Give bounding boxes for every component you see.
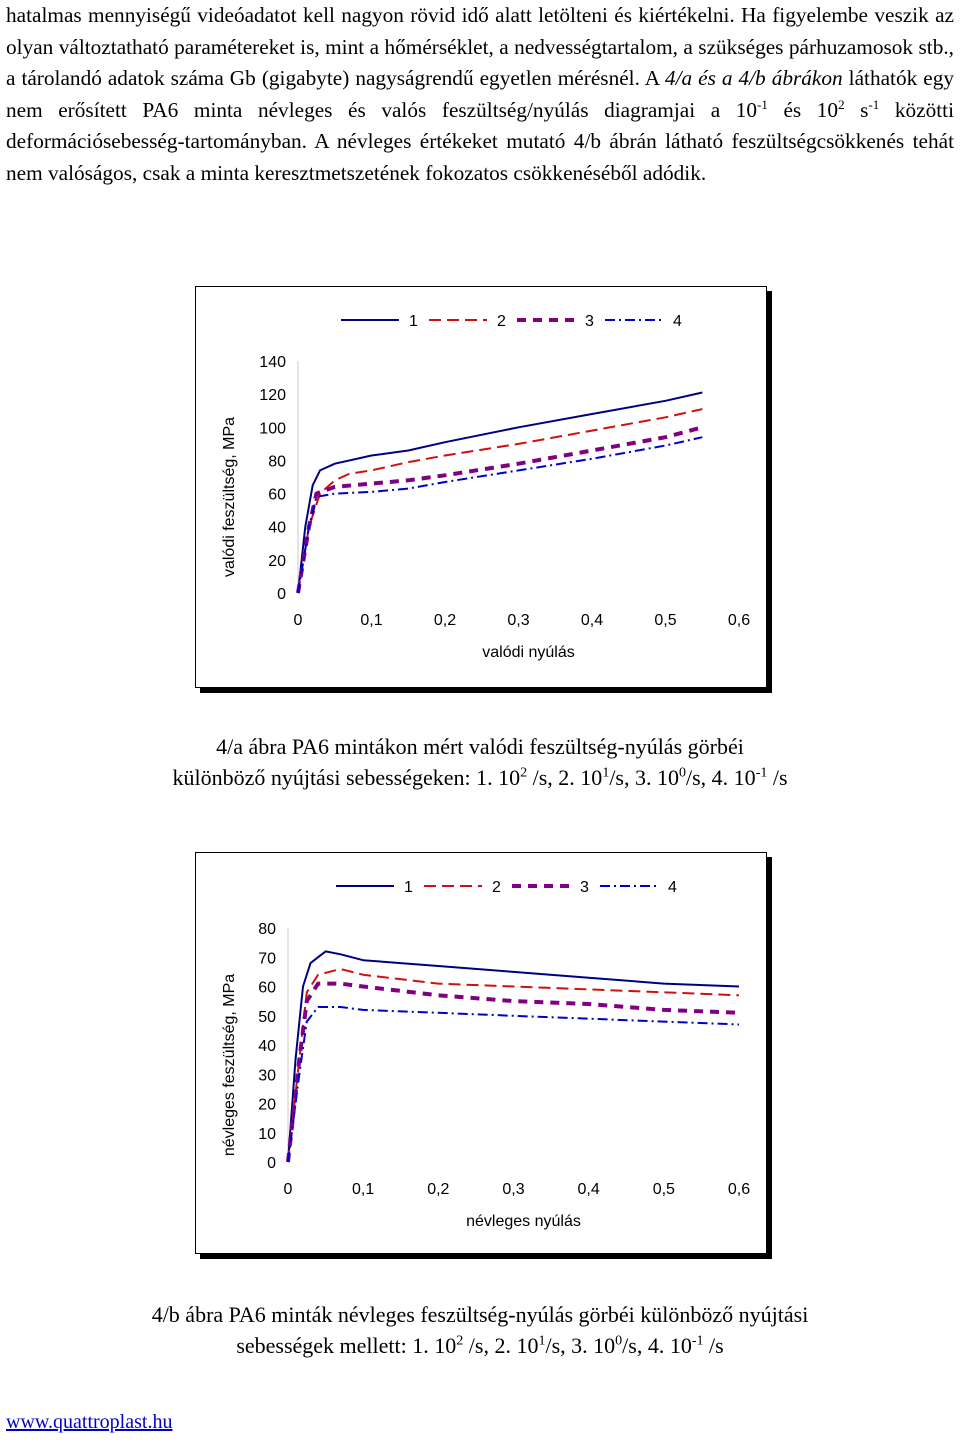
caption-text: /s [703, 1333, 724, 1358]
caption-4b: 4/b ábra PA6 minták névleges feszültség-… [0, 1299, 960, 1361]
superscript: -1 [757, 96, 768, 112]
paragraph-text-2: láthatók egy nem erősített PA6 minta név… [6, 66, 954, 122]
superscript: 0 [679, 765, 686, 781]
superscript: 2 [520, 765, 528, 781]
y-tick-label: 50 [258, 1009, 276, 1026]
y-tick-label: 80 [268, 453, 286, 470]
superscript: 2 [456, 1333, 464, 1349]
caption-text: /s, 4. 10 [622, 1333, 692, 1358]
y-axis-label: valódi feszültség, MPa [221, 417, 238, 577]
y-axis-label: névleges feszültség, MPa [221, 974, 238, 1156]
superscript: -1 [868, 96, 880, 112]
x-tick-label: 0,2 [434, 612, 456, 629]
superscript: 0 [615, 1333, 623, 1349]
legend-label-4: 4 [673, 313, 682, 330]
series-line-4 [287, 1006, 740, 1163]
paragraph-text-5: közötti deformációsebesség-tartományban.… [6, 97, 954, 185]
y-tick-label: 80 [258, 921, 276, 938]
y-tick-label: 40 [258, 1038, 276, 1055]
x-tick-label: 0,5 [653, 1181, 675, 1198]
legend-label-3: 3 [580, 879, 589, 896]
paragraph-text-3: és 10 [767, 97, 839, 122]
legend-label-1: 1 [404, 879, 413, 896]
x-tick-label: 0,1 [360, 612, 382, 629]
caption-4a: 4/a ábra PA6 mintákon mért valódi feszül… [0, 731, 960, 793]
caption-4b-line2: sebességek mellett: 1. 102 /s, 2. 101/s,… [0, 1330, 960, 1361]
x-axis-label: névleges nyúlás [466, 1213, 581, 1230]
caption-text: sebességek mellett: 1. 10 [236, 1333, 457, 1358]
x-tick-label: 0,6 [728, 1181, 750, 1198]
series-line-3 [296, 425, 703, 594]
paragraph-text-1: hatalmas mennyiségű videóadatot kell nag… [6, 3, 954, 91]
legend-label-1: 1 [409, 313, 418, 330]
series-line-4 [297, 436, 703, 594]
legend-label-2: 2 [497, 313, 506, 330]
caption-text: /s [767, 765, 788, 790]
y-tick-label: 0 [277, 586, 286, 603]
series-line-3 [286, 981, 740, 1163]
x-tick-label: 0 [284, 1181, 293, 1198]
superscript: 1 [602, 765, 610, 781]
superscript: -1 [755, 765, 768, 781]
y-tick-label: 120 [259, 387, 286, 404]
superscript: 2 [838, 96, 845, 112]
caption-4b-line1: 4/b ábra PA6 minták névleges feszültség-… [151, 1302, 809, 1327]
paragraph-text-4: s [844, 97, 869, 122]
figure-4b: 0 10 20 30 40 50 60 70 80 0 0,1 0,2 0,3 0,4 0,5 0,6 névl… [195, 852, 767, 1254]
y-tick-label: 20 [268, 553, 286, 570]
legend-label-3: 3 [585, 313, 594, 330]
x-tick-label: 0,4 [581, 612, 603, 629]
caption-text: /s, 4. 10 [686, 765, 756, 790]
x-tick-label: 0,3 [507, 612, 529, 629]
series-line-1 [287, 950, 740, 1163]
body-paragraph: hatalmas mennyiségű videóadatot kell nag… [6, 0, 954, 190]
caption-text: /s, 3. 10 [609, 765, 679, 790]
y-tick-label: 100 [259, 420, 286, 437]
caption-4a-line2: különböző nyújtási sebességeken: 1. 102 … [0, 762, 960, 793]
x-tick-label: 0,5 [654, 612, 676, 629]
superscript: 1 [538, 1333, 546, 1349]
superscript: -1 [691, 1333, 704, 1349]
legend-label-2: 2 [492, 879, 501, 896]
x-tick-label: 0 [294, 612, 303, 629]
chart-4b: 0 10 20 30 40 50 60 70 80 0 0,1 0,2 0,3 0,4 0,5 0,6 névl… [221, 879, 750, 1230]
x-tick-label: 0,4 [578, 1181, 600, 1198]
series-line-1 [297, 391, 703, 594]
caption-text: /s, 2. 10 [463, 1333, 539, 1358]
legend-label-4: 4 [668, 879, 677, 896]
caption-text: /s, 2. 10 [527, 765, 603, 790]
figure-4a: 0 20 40 60 80 100 120 140 0 0,1 0,2 0,3 0,4 0,5 0,6 val… [195, 286, 767, 688]
y-tick-label: 40 [268, 520, 286, 537]
y-tick-label: 60 [258, 980, 276, 997]
y-tick-label: 20 [258, 1097, 276, 1114]
y-tick-label: 70 [258, 950, 276, 967]
y-tick-label: 10 [258, 1126, 276, 1143]
x-tick-label: 0,6 [728, 612, 750, 629]
caption-text: /s, 3. 10 [545, 1333, 616, 1358]
y-tick-label: 140 [259, 354, 286, 371]
series-line-2 [287, 968, 740, 1163]
y-tick-label: 0 [267, 1155, 276, 1172]
x-axis-label: valódi nyúlás [482, 644, 575, 661]
caption-4a-line1: 4/a ábra PA6 mintákon mért valódi feszül… [216, 734, 744, 759]
y-tick-label: 60 [268, 487, 286, 504]
website-link[interactable]: www.quattroplast.hu [6, 1411, 173, 1433]
y-tick-label: 30 [258, 1067, 276, 1084]
figure-reference: 4/a és a 4/b ábrákon [664, 66, 843, 91]
x-tick-label: 0,2 [427, 1181, 449, 1198]
chart-4a: 0 20 40 60 80 100 120 140 0 0,1 0,2 0,3 0,4 0,5 0,6 val… [221, 313, 750, 661]
series-line-2 [297, 408, 703, 594]
x-tick-label: 0,1 [352, 1181, 374, 1198]
x-tick-label: 0,3 [502, 1181, 524, 1198]
caption-text: különböző nyújtási sebességeken: 1. 10 [172, 765, 521, 790]
